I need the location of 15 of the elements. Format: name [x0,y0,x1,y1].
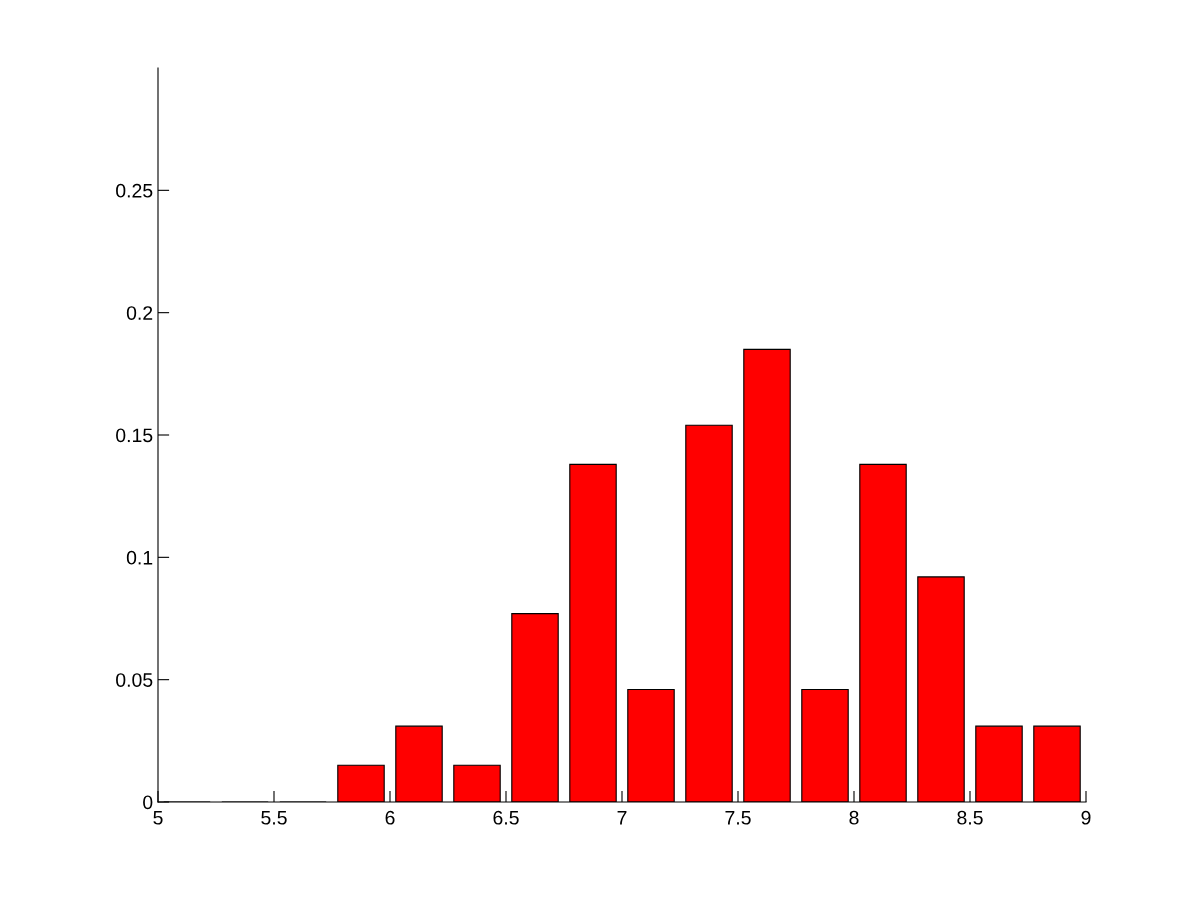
y-tick-label: 0.15 [116,428,153,443]
y-tick-label: 0.25 [116,183,153,198]
y-tick-label: 0.05 [116,673,153,687]
x-tick-label: 9 [1081,810,1091,825]
x-tick-label: 6 [385,810,395,825]
x-tick-label: 5 [153,811,163,825]
y-tick-label: 0 [143,795,153,810]
x-tick-label: 6.5 [493,810,519,825]
x-tick-label: 7.5 [725,811,751,825]
x-tick-label: 5.5 [261,811,287,825]
x-tick-label: 8.5 [957,810,983,825]
y-tick-label: 0.1 [126,550,153,565]
x-tick-label: 8 [849,810,859,825]
x-tick-label: 7 [617,811,627,825]
y-tick-label: 0.2 [126,306,153,320]
